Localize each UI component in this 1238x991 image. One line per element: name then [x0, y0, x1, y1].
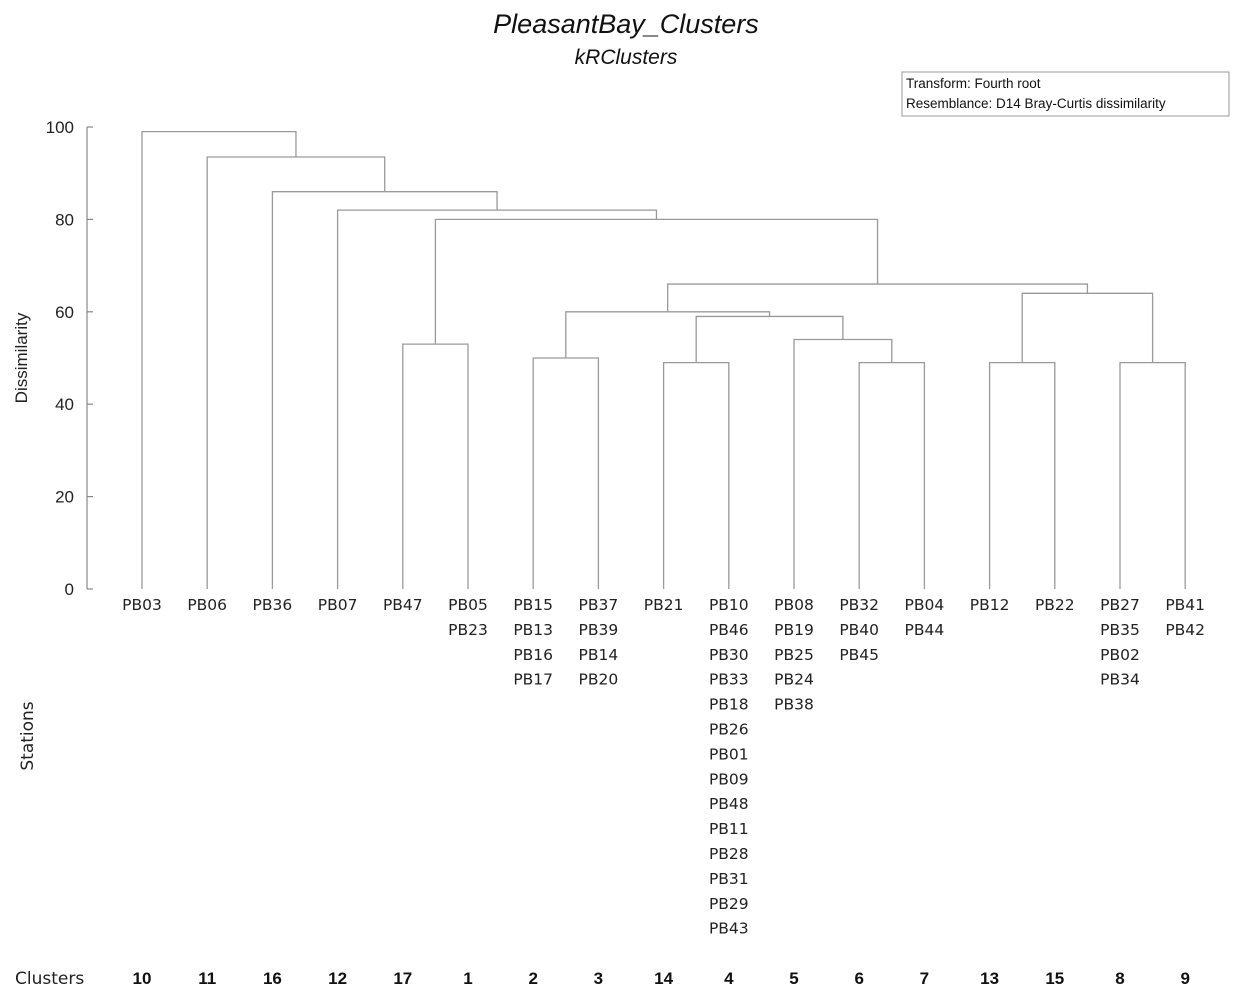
branch-merge-9	[1021, 292, 1154, 363]
station-label: PB46	[709, 621, 749, 639]
station-label: PB35	[1100, 621, 1140, 639]
cluster-number-13: 13	[980, 969, 999, 988]
branch-merge-1	[532, 357, 600, 589]
cluster-number-12: 7	[920, 969, 929, 988]
cluster-number-11: 6	[854, 969, 863, 988]
station-label: PB44	[905, 621, 945, 639]
y-tick-label-4: 80	[55, 210, 74, 229]
station-label: PB23	[448, 621, 488, 639]
station-label: PB38	[774, 696, 814, 714]
station-label: PB21	[644, 596, 684, 614]
station-label: PB17	[513, 671, 553, 689]
station-label: PB39	[579, 621, 619, 639]
station-label: PB27	[1100, 596, 1140, 614]
cluster-number-1: 11	[198, 969, 216, 988]
station-label: PB06	[187, 596, 227, 614]
station-label: PB32	[839, 596, 879, 614]
legend-transform: Transform: Fourth root	[906, 76, 1041, 91]
cluster-number-10: 5	[789, 969, 798, 988]
station-label: PB37	[579, 596, 619, 614]
y-tick-label-3: 60	[55, 303, 74, 322]
station-label: PB34	[1100, 671, 1140, 689]
station-label: PB28	[709, 845, 749, 863]
cluster-number-6: 2	[528, 969, 537, 988]
station-label: PB04	[905, 596, 945, 614]
station-label: PB45	[839, 646, 879, 664]
station-label: PB41	[1165, 596, 1205, 614]
branch-merge-10	[667, 283, 1089, 312]
dendrogram-branches	[141, 130, 1186, 589]
station-label: PB24	[774, 671, 814, 689]
y-tick-label-0: 0	[65, 580, 74, 599]
station-label: PB48	[709, 795, 749, 813]
station-label: PB10	[709, 596, 749, 614]
branch-merge-14	[206, 156, 386, 589]
legend-resemblance: Resemblance: D14 Bray-Curtis dissimilari…	[906, 96, 1166, 111]
y-tick-label-5: 100	[46, 118, 74, 137]
branch-merge-8	[565, 311, 771, 358]
y-tick-label-1: 20	[55, 488, 74, 507]
station-label: PB09	[709, 770, 749, 788]
station-label: PB36	[253, 596, 293, 614]
station-label: PB03	[122, 596, 162, 614]
cluster-number-15: 8	[1115, 969, 1124, 988]
cluster-number-7: 3	[594, 969, 603, 988]
station-label: PB43	[709, 920, 749, 938]
station-label: PB25	[774, 646, 814, 664]
cluster-number-0: 10	[133, 969, 152, 988]
station-label: PB33	[709, 671, 749, 689]
station-label: PB16	[513, 646, 553, 664]
cluster-number-8: 14	[654, 969, 673, 988]
branch-merge-12	[336, 209, 658, 589]
branch-merge-11	[434, 218, 879, 345]
cluster-number-2: 16	[263, 969, 282, 988]
station-label: PB01	[709, 745, 749, 763]
station-label: PB19	[774, 621, 814, 639]
station-label: PB30	[709, 646, 749, 664]
station-label: PB12	[970, 596, 1010, 614]
station-label: PB47	[383, 596, 423, 614]
branch-merge-15	[141, 130, 297, 589]
chart-title: PleasantBay_Clusters	[493, 9, 759, 39]
station-label: PB29	[709, 895, 749, 913]
station-label: PB05	[448, 596, 488, 614]
station-label: PB13	[513, 621, 553, 639]
cluster-number-4: 17	[393, 969, 412, 988]
cluster-number-14: 15	[1045, 969, 1064, 988]
cluster-numbers: 10 11 16 12 17 1 2 3 14 4 5 6 7 13 15 8 9	[133, 969, 1190, 988]
station-label: PB08	[774, 596, 814, 614]
y-axis: 0 20 40 60 80 100	[46, 118, 93, 599]
clusters-label: Clusters	[15, 969, 84, 989]
chart-subtitle: kRClusters	[575, 46, 678, 69]
cluster-number-9: 4	[724, 969, 734, 988]
cluster-number-3: 12	[328, 969, 347, 988]
station-label: PB18	[709, 696, 749, 714]
stations-label: Stations	[18, 701, 38, 770]
station-label: PB07	[318, 596, 358, 614]
station-label: PB22	[1035, 596, 1075, 614]
cluster-number-16: 9	[1180, 969, 1189, 988]
branch-merge-13	[271, 191, 498, 589]
cluster-number-5: 1	[463, 969, 472, 988]
station-label: PB40	[839, 621, 879, 639]
station-label: PB26	[709, 721, 749, 739]
station-label: PB02	[1100, 646, 1140, 664]
station-label: PB42	[1165, 621, 1205, 639]
y-tick-label-2: 40	[55, 395, 74, 414]
branch-merge-0	[402, 343, 469, 589]
station-label: PB11	[709, 820, 749, 838]
station-label: PB31	[709, 870, 749, 888]
branch-merge-4	[988, 361, 1056, 589]
station-label: PB15	[513, 596, 553, 614]
branch-merge-6	[793, 338, 893, 589]
legend-box: Transform: Fourth root Resemblance: D14 …	[901, 71, 1230, 117]
branch-merge-3	[858, 361, 926, 589]
station-label: PB20	[579, 671, 619, 689]
branch-merge-2	[662, 361, 730, 589]
branch-merge-5	[1119, 361, 1186, 589]
station-label: PB14	[579, 646, 619, 664]
y-axis-label: Dissimilarity	[12, 312, 31, 403]
station-labels: PB03 PB06 PB36 PB07 PB47 PB05 PB23 PB15 PB13 PB16…	[122, 596, 1205, 938]
